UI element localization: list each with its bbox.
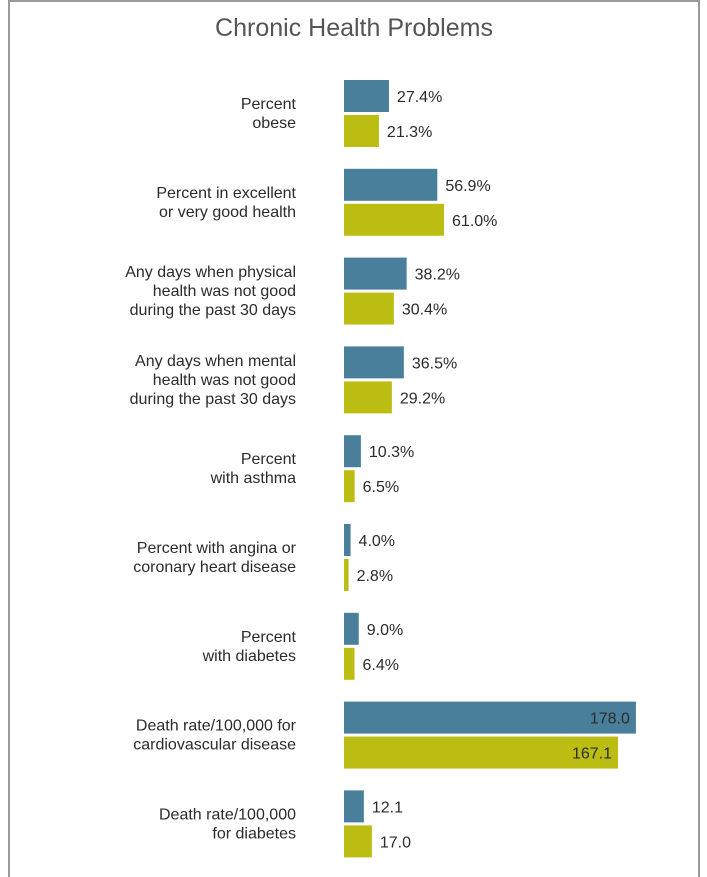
chart-title: Chronic Health Problems (215, 14, 493, 42)
category-label: Percent with diabetes (202, 629, 297, 665)
category-label: Percent obese (241, 96, 297, 132)
category-group: Any days when mental health was not good d… (130, 346, 457, 414)
category-label: Death rate/100,000 for cardiovascular dis… (133, 718, 296, 754)
bar (344, 524, 351, 556)
category-group: Percent obese 27.4% 21.3% (241, 80, 442, 147)
bar (344, 435, 361, 468)
category-label: Any days when mental health was not good d… (130, 353, 296, 408)
bar (344, 292, 394, 325)
data-label: 30.4% (402, 302, 447, 319)
category-group: Percent with angina or coronary heart dis… (133, 524, 395, 591)
bar (344, 825, 372, 858)
bar (344, 559, 349, 591)
data-label: 6.4% (362, 657, 398, 674)
bar (344, 470, 355, 503)
bar (344, 346, 404, 379)
data-label: 61.0% (452, 213, 497, 230)
category-group: Percent with diabetes 9.0% 6.4% (202, 612, 403, 680)
bar (344, 790, 364, 823)
data-label: 9.0% (367, 622, 403, 639)
data-label: 29.2% (400, 390, 445, 407)
data-label: 2.8% (357, 568, 393, 585)
data-label: 167.1 (572, 746, 612, 763)
category-group: Death rate/100,000 for cardiovascular dis… (133, 701, 636, 769)
data-label: 27.4% (397, 89, 442, 106)
category-label: Percent in excellent or very good health (156, 185, 296, 221)
bar (344, 647, 355, 680)
category-label: Death rate/100,000 for diabetes (159, 806, 296, 842)
bar (344, 203, 445, 236)
data-label: 4.0% (359, 533, 395, 550)
category-label: Percent with angina or coronary heart dis… (133, 540, 296, 576)
category-label: Any days when physical health was not goo… (125, 264, 296, 319)
bar (344, 736, 619, 769)
bar (344, 168, 438, 201)
data-label: 36.5% (412, 355, 457, 372)
bar (344, 381, 392, 414)
bar (344, 80, 389, 112)
category-group: Death rate/100,000 for diabetes 12.1 17.0 (159, 790, 411, 858)
data-label: 38.2% (415, 267, 460, 284)
bar (344, 115, 379, 147)
category-label: Percent with asthma (210, 451, 297, 487)
data-label: 12.1 (372, 799, 403, 816)
data-label: 21.3% (387, 124, 432, 141)
data-label: 17.0 (380, 834, 411, 851)
category-group: Percent with asthma 10.3% 6.5% (210, 435, 414, 503)
bar (344, 612, 359, 645)
category-group: Any days when physical health was not goo… (125, 257, 460, 325)
category-group: Percent in excellent or very good health 5… (156, 168, 497, 236)
bar (344, 257, 407, 290)
bar (344, 701, 636, 734)
data-label: 6.5% (363, 479, 399, 496)
data-label: 10.3% (369, 444, 414, 461)
data-label: 56.9% (445, 178, 490, 195)
data-label: 178.0 (590, 711, 630, 728)
